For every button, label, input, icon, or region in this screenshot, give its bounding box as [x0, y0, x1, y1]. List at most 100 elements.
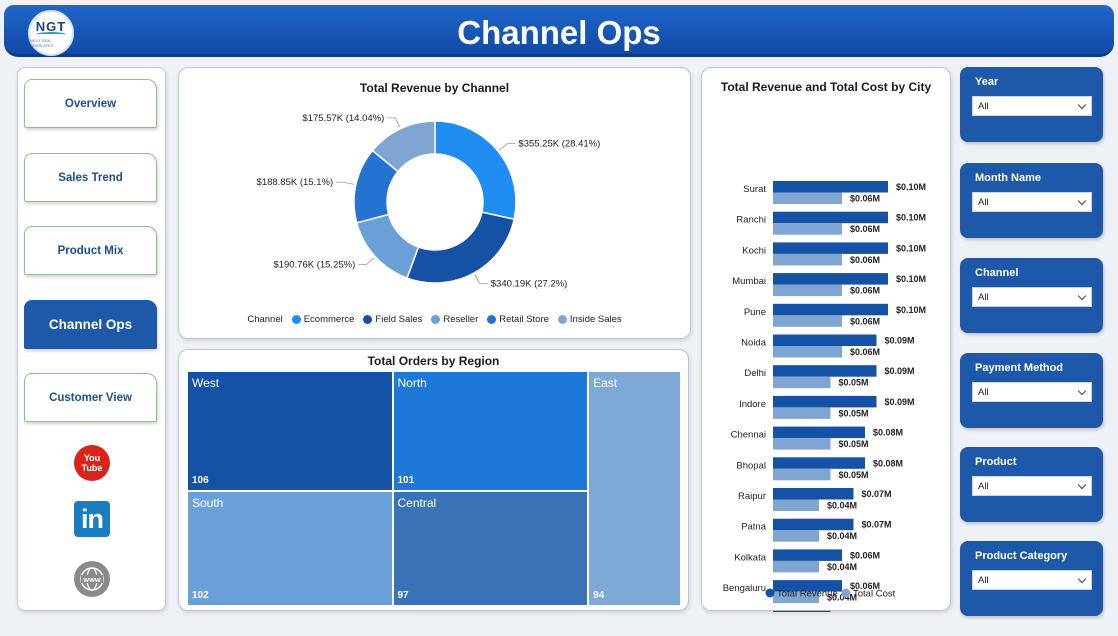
bar-revenue-ranchi[interactable] [773, 211, 888, 224]
bar-revenue-chandigarh[interactable] [773, 610, 831, 612]
city-tick-label: Indore [739, 399, 766, 410]
bar-revenue-kolkata[interactable] [773, 549, 842, 561]
treemap-cell-north[interactable]: North 101 [392, 371, 589, 491]
bar-cost-surat[interactable] [773, 192, 842, 205]
legend-item-ecommerce[interactable]: Ecommerce [291, 314, 355, 325]
filter-product-category: Product Category All [960, 541, 1103, 616]
donut-label-leader [387, 117, 400, 128]
bar-revenue-mumbai[interactable] [773, 273, 888, 285]
donut-chart-title: Total Revenue by Channel [359, 81, 510, 95]
bar-cost-bengaluru[interactable] [773, 591, 819, 604]
bar-cost-indore[interactable] [773, 407, 831, 419]
bar-revenue-chennai[interactable] [773, 426, 865, 439]
product-dropdown[interactable]: All [972, 476, 1092, 496]
treemap-cell-label: Central [397, 495, 437, 510]
bar-data-label: $0.07M [862, 489, 892, 499]
bar-data-label: $0.04M [827, 562, 857, 572]
linkedin-icon[interactable]: in [74, 501, 110, 537]
bar-revenue-indore[interactable] [773, 395, 877, 408]
legend-label: Field Sales [375, 314, 423, 325]
filter-panel: Year All Month Name All Channel All Paym… [958, 67, 1103, 617]
channel-dropdown[interactable]: All [972, 287, 1092, 307]
legend-item-reseller[interactable]: Reseller [431, 314, 478, 325]
bar-data-label: $0.06M [850, 550, 880, 560]
treemap-cell-west[interactable]: West 106 [187, 371, 393, 491]
donut-data-label: $340.19K (27.2%) [491, 279, 568, 290]
bar-cost-noida[interactable] [773, 346, 842, 358]
bar-data-label: $0.09M [885, 366, 915, 376]
nav-item-channel-ops[interactable]: Channel Ops [24, 300, 157, 349]
bar-cost-patna[interactable] [773, 530, 819, 542]
bar-cost-delhi[interactable] [773, 376, 831, 389]
legend-label: Retail Store [499, 314, 549, 325]
filter-label: Product Category [975, 550, 1068, 562]
legend-item-field-sales[interactable]: Field Sales [363, 314, 422, 325]
website-globe-icon[interactable]: www [74, 561, 110, 597]
bar-data-label: $0.10M [896, 213, 926, 223]
city-bar-chart: Surat $0.10M $0.06M Ranchi $0.10M $0.06M Kochi… [723, 181, 926, 612]
treemap-cell-central[interactable]: Central 97 [392, 490, 589, 606]
bar-cost-kochi[interactable] [773, 253, 842, 266]
bar-data-label: $0.08M [873, 458, 903, 468]
bar-revenue-noida[interactable] [773, 334, 877, 347]
filter-payment-method: Payment Method All [960, 353, 1103, 428]
city-tick-label: Patna [741, 522, 767, 533]
bar-cost-raipur[interactable] [773, 499, 819, 512]
city-tick-label: Ranchi [736, 215, 766, 226]
bar-cost-chennai[interactable] [773, 438, 831, 450]
bar-revenue-delhi[interactable] [773, 365, 877, 377]
donut-slice-ecommerce[interactable] [434, 120, 517, 221]
bar-revenue-bhopal[interactable] [773, 457, 865, 469]
bar-data-label: $0.06M [850, 194, 880, 204]
bar-cost-mumbai[interactable] [773, 284, 842, 297]
legend-item-inside-sales[interactable]: Inside Sales [557, 314, 622, 325]
legend-label-total-cost[interactable]: Total Cost [853, 589, 896, 600]
chevron-down-icon [1077, 196, 1087, 206]
legend-dot [291, 315, 301, 324]
bar-revenue-kochi[interactable] [773, 242, 888, 254]
legend-label: Ecommerce [303, 314, 355, 325]
bar-revenue-surat[interactable] [773, 181, 888, 193]
logo-subtext: NEXT GEN TEMPLATES [30, 37, 54, 48]
donut-slice-reseller[interactable] [355, 213, 420, 279]
treemap-cell-south[interactable]: South 102 [187, 490, 393, 606]
bar-data-label: $0.08M [873, 428, 903, 438]
dropdown-value: All [978, 101, 989, 112]
bar-revenue-raipur[interactable] [773, 488, 854, 500]
bar-cost-ranchi[interactable] [773, 223, 842, 235]
bar-revenue-bengaluru[interactable] [773, 580, 842, 592]
donut-slice-inside-sales[interactable] [371, 120, 436, 173]
year-dropdown[interactable]: All [972, 96, 1092, 116]
donut-slice-field-sales[interactable] [406, 211, 516, 284]
bar-cost-pune[interactable] [773, 315, 842, 327]
bar-data-label: $0.06M [850, 347, 880, 357]
legend-dot [487, 315, 497, 324]
filter-label: Year [975, 76, 999, 88]
product-category-dropdown[interactable]: All [972, 570, 1092, 590]
filter-label: Channel [975, 267, 1019, 279]
dropdown-value: All [978, 481, 989, 492]
month-name-dropdown[interactable]: All [972, 192, 1092, 212]
bar-data-label: $0.10M [896, 274, 926, 284]
nav-item-product-mix[interactable]: Product Mix [24, 226, 157, 275]
bar-cost-kolkata[interactable] [773, 560, 819, 573]
legend-label-total-revenue[interactable]: Total Revenue [777, 589, 838, 600]
youtube-icon[interactable]: You Tube [74, 445, 110, 481]
filter-product: Product All [960, 447, 1103, 522]
bar-data-label: $0.06M [850, 316, 880, 326]
bar-revenue-pune[interactable] [773, 303, 888, 316]
bar-data-label: $0.05M [839, 439, 869, 449]
svg-text:www: www [82, 575, 101, 584]
nav-item-customer-view[interactable]: Customer View [24, 373, 157, 422]
treemap-cell-east[interactable]: East 94 [588, 371, 681, 606]
bar-data-label: $0.05M [839, 470, 869, 480]
bar-cost-bhopal[interactable] [773, 468, 831, 481]
legend-item-retail-store[interactable]: Retail Store [487, 314, 549, 325]
revenue-by-channel-card: Total Revenue by Channel $355.25K (28.41… [178, 67, 691, 339]
bar-revenue-patna[interactable] [773, 518, 854, 531]
brand-logo[interactable]: NGT NEXT GEN TEMPLATES [28, 10, 74, 56]
nav-item-sales-trend[interactable]: Sales Trend [24, 153, 157, 202]
payment-method-dropdown[interactable]: All [972, 382, 1092, 402]
nav-item-overview[interactable]: Overview [24, 79, 157, 128]
city-tick-label: Delhi [744, 368, 766, 379]
